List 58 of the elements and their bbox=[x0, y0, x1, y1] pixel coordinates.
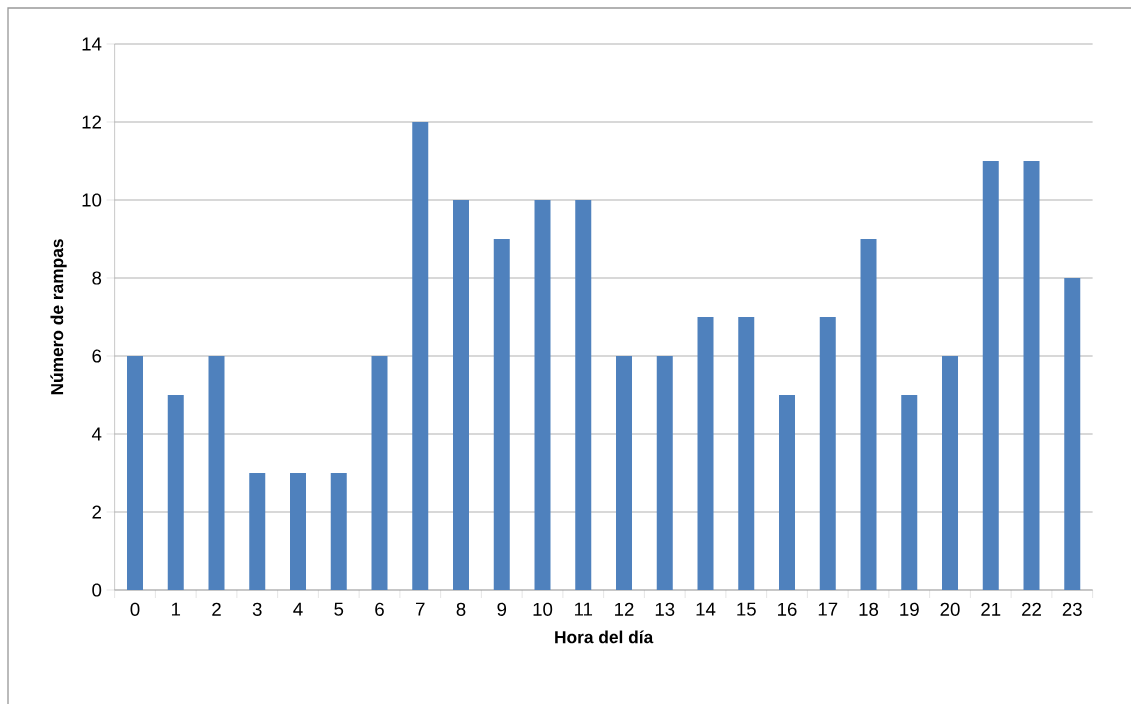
x-tick-label: 4 bbox=[293, 602, 303, 616]
bar bbox=[860, 239, 877, 590]
x-tick-label: 16 bbox=[778, 602, 797, 616]
bar bbox=[656, 356, 673, 590]
bar bbox=[453, 200, 469, 590]
bar bbox=[208, 356, 225, 590]
y-axis-title: Número de rampas bbox=[50, 239, 67, 395]
x-tick-label: 12 bbox=[615, 602, 634, 616]
y-tick-label: 8 bbox=[92, 271, 102, 285]
bar bbox=[249, 473, 266, 590]
x-tick-label: 2 bbox=[212, 602, 221, 616]
bar bbox=[616, 356, 633, 590]
y-tick-label: 14 bbox=[82, 37, 102, 51]
y-tick-label: 6 bbox=[92, 349, 102, 363]
x-tick-label: 3 bbox=[252, 602, 262, 616]
x-tick-label: 20 bbox=[940, 602, 960, 616]
bar bbox=[167, 395, 184, 590]
x-tick-label: 18 bbox=[859, 602, 879, 616]
x-tick-label: 15 bbox=[737, 602, 756, 616]
bar bbox=[819, 317, 836, 590]
bar bbox=[330, 473, 347, 590]
x-tick-label: 0 bbox=[130, 602, 140, 616]
y-tick-label: 10 bbox=[82, 193, 102, 207]
x-tick-label: 21 bbox=[981, 602, 1001, 616]
bar bbox=[779, 395, 796, 590]
bar bbox=[290, 473, 306, 590]
bar bbox=[575, 200, 592, 590]
x-tick-label: 23 bbox=[1062, 602, 1082, 616]
x-tick-label: 19 bbox=[900, 602, 919, 616]
bar bbox=[1023, 161, 1040, 590]
bar bbox=[412, 122, 429, 590]
bar bbox=[738, 317, 755, 590]
y-tick-label: 12 bbox=[82, 115, 101, 129]
x-tick-label: 11 bbox=[574, 602, 593, 616]
bar bbox=[127, 356, 144, 590]
x-tick-label: 5 bbox=[334, 602, 344, 616]
bar bbox=[901, 395, 918, 590]
x-tick-label: 6 bbox=[375, 602, 384, 616]
bar bbox=[534, 200, 551, 590]
x-tick-label: 10 bbox=[533, 602, 553, 616]
y-tick-label: 2 bbox=[92, 505, 101, 519]
x-axis-title: Hora del día bbox=[555, 630, 654, 644]
x-tick-label: 9 bbox=[497, 602, 507, 616]
x-tick-label: 1 bbox=[171, 602, 181, 616]
bar bbox=[1064, 278, 1081, 590]
bar bbox=[371, 356, 388, 590]
y-tick-label: 0 bbox=[92, 583, 102, 597]
x-tick-label: 8 bbox=[456, 602, 466, 616]
bar bbox=[493, 239, 510, 590]
x-tick-label: 22 bbox=[1022, 602, 1041, 616]
y-tick-label: 4 bbox=[91, 427, 102, 441]
x-tick-label: 14 bbox=[696, 602, 716, 616]
bar bbox=[942, 356, 959, 590]
bar bbox=[697, 317, 714, 590]
bar bbox=[982, 161, 999, 590]
x-tick-label: 13 bbox=[655, 602, 675, 616]
x-tick-label: 7 bbox=[416, 602, 425, 616]
x-tick-label: 17 bbox=[818, 602, 838, 616]
